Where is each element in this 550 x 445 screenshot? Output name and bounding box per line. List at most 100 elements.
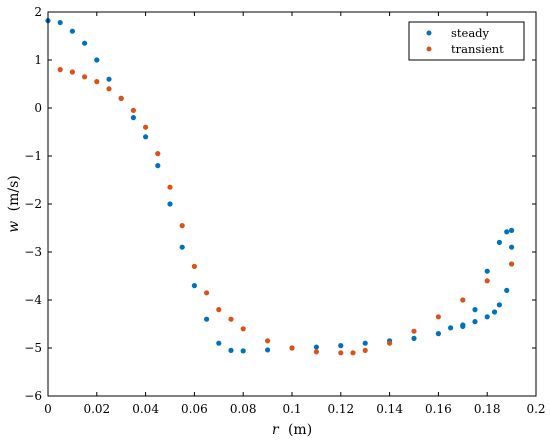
point-transient xyxy=(106,86,112,92)
x-axis-ticks: 0 0.02 0.04 0.06 0.08 0.1 0.12 0.14 0.16 0.18 0.2 xyxy=(44,12,546,416)
point-transient xyxy=(69,69,75,75)
point-steady xyxy=(130,115,136,121)
x-axis-label-unit: (m) xyxy=(288,422,312,438)
point-transient xyxy=(338,350,344,356)
y-axis-label-variable: w xyxy=(6,221,22,233)
point-transient xyxy=(313,349,319,355)
legend-label-steady: steady xyxy=(451,26,490,40)
series-layer xyxy=(45,18,515,356)
point-steady xyxy=(94,57,100,63)
point-steady xyxy=(484,268,490,274)
point-steady xyxy=(265,347,271,353)
point-steady xyxy=(69,28,75,34)
x-tick-label: 0.02 xyxy=(83,402,110,416)
x-axis-label-variable: r xyxy=(272,422,280,438)
point-steady xyxy=(362,340,368,346)
point-transient xyxy=(57,67,63,73)
y-tick-label: −4 xyxy=(24,293,42,307)
x-tick-label: 0.08 xyxy=(230,402,257,416)
legend-box xyxy=(408,21,525,61)
x-tick-label: 0.06 xyxy=(181,402,208,416)
point-transient xyxy=(167,184,173,190)
point-transient xyxy=(350,350,356,356)
point-steady xyxy=(155,163,161,169)
point-steady xyxy=(411,335,417,341)
point-transient xyxy=(155,151,161,157)
point-transient xyxy=(289,345,295,351)
legend-marker-steady xyxy=(426,30,432,36)
y-tick-label: −2 xyxy=(24,197,42,211)
point-steady xyxy=(504,229,510,235)
point-steady xyxy=(472,319,478,325)
point-steady xyxy=(491,309,498,315)
point-steady xyxy=(496,239,502,245)
point-steady xyxy=(509,227,515,233)
y-tick-label: 0 xyxy=(34,101,42,115)
point-steady xyxy=(216,340,222,346)
y-tick-label: −6 xyxy=(24,389,42,403)
point-steady xyxy=(460,322,466,328)
y-tick-label: −3 xyxy=(24,245,42,259)
point-transient xyxy=(435,314,441,320)
point-steady xyxy=(204,316,210,322)
point-steady xyxy=(504,287,510,293)
point-steady xyxy=(338,343,344,349)
x-tick-label: 0.2 xyxy=(526,402,545,416)
point-steady xyxy=(313,344,319,350)
point-steady xyxy=(179,244,185,250)
point-steady xyxy=(472,307,478,313)
point-transient xyxy=(509,261,515,267)
point-transient xyxy=(240,326,246,332)
point-transient xyxy=(94,79,100,85)
point-transient xyxy=(118,95,124,101)
point-transient xyxy=(143,124,149,130)
point-steady xyxy=(57,19,63,26)
point-steady xyxy=(509,244,515,250)
point-transient xyxy=(362,347,368,353)
x-tick-label: 0.18 xyxy=(474,402,501,416)
series-steady xyxy=(45,18,515,354)
point-steady xyxy=(143,134,149,140)
x-tick-label: 0.14 xyxy=(376,402,403,416)
point-transient xyxy=(460,297,466,303)
point-transient xyxy=(387,340,393,346)
y-tick-label: 1 xyxy=(34,53,42,67)
point-transient xyxy=(484,278,490,284)
point-steady xyxy=(228,347,234,353)
point-transient xyxy=(179,223,185,229)
x-tick-label: 0.1 xyxy=(282,402,301,416)
legend: steady transient xyxy=(408,21,525,61)
series-transient xyxy=(57,67,515,356)
point-steady xyxy=(240,348,246,354)
x-axis-label: r (m) xyxy=(272,422,312,438)
y-tick-label: 2 xyxy=(34,5,42,19)
point-steady xyxy=(191,283,197,289)
point-transient xyxy=(191,263,197,269)
point-transient xyxy=(265,338,271,344)
plot-area xyxy=(45,11,537,397)
x-tick-label: 0.04 xyxy=(132,402,159,416)
point-steady xyxy=(496,302,502,308)
point-transient xyxy=(411,328,417,334)
plot-frame xyxy=(47,11,537,397)
y-axis-label-unit: (m/s) xyxy=(6,175,22,211)
x-tick-label: 0.12 xyxy=(327,402,354,416)
x-tick-label: 0.16 xyxy=(425,402,452,416)
y-axis-label: w (m/s) xyxy=(6,175,22,233)
y-tick-label: −1 xyxy=(24,149,42,163)
legend-marker-transient xyxy=(426,46,432,52)
point-steady xyxy=(435,331,441,337)
point-transient xyxy=(130,107,136,113)
point-transient xyxy=(228,316,234,322)
point-transient xyxy=(216,307,222,313)
x-tick-label: 0 xyxy=(44,402,52,416)
y-tick-label: −5 xyxy=(24,341,42,355)
point-transient xyxy=(82,74,88,80)
legend-label-transient: transient xyxy=(451,42,504,56)
point-steady xyxy=(82,40,88,46)
point-steady xyxy=(484,314,490,320)
point-steady xyxy=(448,325,454,331)
y-axis-ticks: 2 1 0 −1 −2 −3 −4 −5 −6 xyxy=(24,5,536,403)
point-steady xyxy=(106,76,112,82)
